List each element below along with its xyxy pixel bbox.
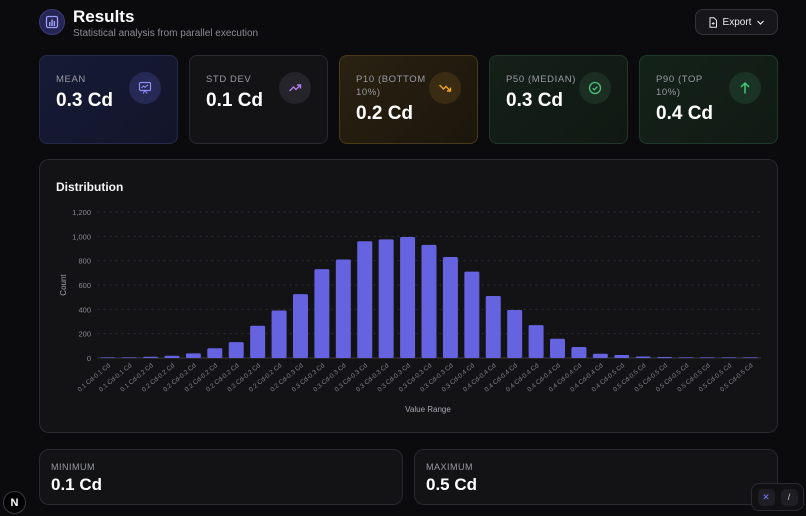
presentation-chart-icon xyxy=(129,72,161,104)
export-button[interactable]: Export xyxy=(695,9,778,35)
trending-up-icon xyxy=(279,72,311,104)
bar xyxy=(592,353,608,358)
bar xyxy=(699,357,715,358)
bar xyxy=(528,325,544,358)
bar xyxy=(614,354,630,358)
y-axis-title: Count xyxy=(59,274,68,296)
slash-button[interactable]: / xyxy=(780,488,798,506)
std-dev-label: STD DEV xyxy=(206,74,252,85)
bar xyxy=(164,355,180,358)
distribution-panel: Distribution 0 200 400 600 800 1,000 1,200 0.1 … xyxy=(39,159,778,433)
chart-title: Distribution xyxy=(56,180,124,194)
bar xyxy=(442,257,458,358)
devtools-toolbar: ✕ / xyxy=(751,483,804,511)
nextjs-badge[interactable]: N xyxy=(3,491,26,514)
bar xyxy=(378,239,394,358)
y-tick-label: 400 xyxy=(78,305,91,314)
check-circle-icon xyxy=(579,72,611,104)
bar xyxy=(635,356,651,358)
minimum-value: 0.1 Cd xyxy=(51,475,103,494)
p50-card: P50 (MEDIAN) 0.3 Cd xyxy=(489,55,628,144)
std-dev-card: STD DEV 0.1 Cd xyxy=(189,55,328,144)
bar xyxy=(314,269,330,358)
bar xyxy=(100,357,116,358)
bar-chart-icon xyxy=(39,9,65,35)
std-dev-value: 0.1 Cd xyxy=(206,90,264,111)
bar xyxy=(400,236,416,358)
maximum-label: MAXIMUM xyxy=(426,462,473,472)
y-tick-label: 600 xyxy=(78,281,91,290)
bar xyxy=(550,338,566,358)
bar xyxy=(207,348,223,358)
mean-value: 0.3 Cd xyxy=(56,90,114,111)
p90-value: 0.4 Cd xyxy=(656,103,714,124)
p10-label: P10 (BOTTOM 10%) xyxy=(356,74,426,98)
y-tick-label: 0 xyxy=(87,354,91,363)
bar xyxy=(485,295,501,358)
mean-card: MEAN 0.3 Cd xyxy=(39,55,178,144)
bar xyxy=(421,244,437,358)
bar xyxy=(678,357,694,358)
y-tick-label: 1,200 xyxy=(72,208,91,217)
bar xyxy=(742,357,758,358)
bar xyxy=(121,357,137,358)
bar xyxy=(507,309,523,358)
trending-down-icon xyxy=(429,72,461,104)
page-header: Results Statistical analysis from parall… xyxy=(39,6,778,42)
maximum-value: 0.5 Cd xyxy=(426,475,478,494)
y-tick-label: 1,000 xyxy=(72,232,91,241)
bar xyxy=(657,357,673,358)
bar xyxy=(185,353,201,358)
p50-value: 0.3 Cd xyxy=(506,90,564,111)
bar xyxy=(228,342,244,358)
p90-label: P90 (TOP 10%) xyxy=(656,74,703,98)
bar xyxy=(464,271,480,358)
bar xyxy=(271,310,287,358)
file-icon xyxy=(709,16,717,28)
arrow-up-icon xyxy=(729,72,761,104)
p90-card: P90 (TOP 10%) 0.4 Cd xyxy=(639,55,778,144)
bar xyxy=(357,241,373,358)
close-icon[interactable]: ✕ xyxy=(757,488,775,506)
page-subtitle: Statistical analysis from parallel execu… xyxy=(73,28,259,39)
summary-cards: MEAN 0.3 Cd STD DEV 0.1 Cd P10 (BOTTOM 1… xyxy=(39,55,778,144)
p10-value: 0.2 Cd xyxy=(356,103,414,124)
p10-card: P10 (BOTTOM 10%) 0.2 Cd xyxy=(339,55,478,144)
page-title: Results xyxy=(73,7,135,26)
mean-label: MEAN xyxy=(56,74,86,85)
y-tick-label: 200 xyxy=(78,330,91,339)
bar xyxy=(292,294,308,358)
bar xyxy=(335,259,351,358)
bar xyxy=(250,325,266,358)
minimum-card: MINIMUM 0.1 Cd xyxy=(39,449,403,505)
minimum-label: MINIMUM xyxy=(51,462,95,472)
bar xyxy=(571,347,587,358)
export-label: Export xyxy=(722,16,752,28)
y-tick-label: 800 xyxy=(78,257,91,266)
chevron-down-icon xyxy=(757,20,765,25)
x-axis-title: Value Range xyxy=(405,405,451,414)
maximum-card: MAXIMUM 0.5 Cd xyxy=(414,449,778,505)
bar xyxy=(143,356,159,358)
p50-label: P50 (MEDIAN) xyxy=(506,74,577,85)
bar xyxy=(721,357,737,358)
